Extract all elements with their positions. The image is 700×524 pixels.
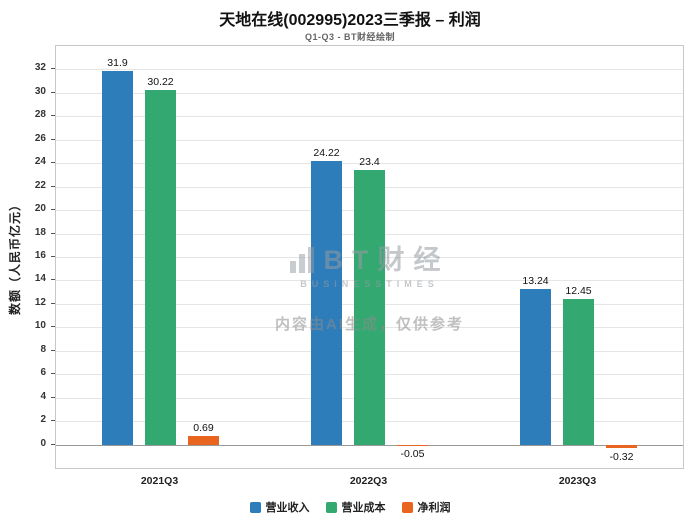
chart-title: 天地在线(002995)2023三季报 – 利润 xyxy=(219,12,481,29)
y-tick-mark xyxy=(51,209,55,211)
bar-value-label: -0.05 xyxy=(400,448,425,461)
y-tick-mark xyxy=(51,302,55,304)
bar xyxy=(188,436,219,445)
bar-value-label: 0.69 xyxy=(193,422,214,435)
bar-value-label: 23.4 xyxy=(359,156,380,169)
y-tick-mark xyxy=(51,396,55,398)
y-tick-label: 22 xyxy=(34,179,46,191)
y-tick-label: 28 xyxy=(34,109,46,121)
legend-swatch-icon xyxy=(249,501,261,513)
bar-value-label: 12.45 xyxy=(565,284,592,297)
bar xyxy=(311,160,342,445)
bar xyxy=(102,70,133,445)
bar-value-label: 24.22 xyxy=(313,146,340,159)
gridline xyxy=(56,139,683,141)
legend-label: 净利润 xyxy=(417,502,451,514)
bar-value-label: 13.24 xyxy=(522,275,549,288)
bt-logo-bars-icon xyxy=(289,247,314,277)
y-tick-label: 20 xyxy=(34,203,46,215)
y-tick-mark xyxy=(51,326,55,328)
bar-value-label: -0.32 xyxy=(609,451,634,464)
y-tick-mark xyxy=(51,443,55,445)
y-tick-mark xyxy=(51,162,55,164)
y-tick-label: 14 xyxy=(34,273,46,285)
chart-subtitle: Q1-Q3 - BT财经绘制 xyxy=(304,32,395,42)
legend-label: 营业成本 xyxy=(341,502,386,514)
legend-item: 营业成本 xyxy=(325,499,386,515)
gridline xyxy=(56,116,683,118)
y-tick-label: 26 xyxy=(34,132,46,144)
y-tick-mark xyxy=(51,373,55,375)
y-tick-label: 0 xyxy=(40,437,46,449)
gridline xyxy=(56,444,683,446)
legend-item: 净利润 xyxy=(401,499,451,515)
bar-value-label: 30.22 xyxy=(147,76,174,89)
y-tick-mark xyxy=(51,232,55,234)
y-tick-mark xyxy=(51,279,55,281)
legend-swatch-icon xyxy=(401,501,413,513)
y-tick-mark xyxy=(51,185,55,187)
y-tick-mark xyxy=(51,256,55,257)
y-tick-mark xyxy=(51,138,55,140)
y-tick-mark xyxy=(51,349,55,351)
y-tick-mark xyxy=(51,115,55,117)
x-tick-label: 2021Q3 xyxy=(140,475,179,487)
bar xyxy=(563,298,594,445)
legend: 营业收入 营业成本 净利润 xyxy=(0,499,700,515)
y-tick-label: 16 xyxy=(34,250,46,261)
y-tick-label: 2 xyxy=(40,414,46,426)
bar-value-label: 31.9 xyxy=(107,56,128,69)
legend-swatch-icon xyxy=(325,501,337,513)
y-tick-label: 8 xyxy=(40,343,46,355)
x-tick-label: 2022Q3 xyxy=(349,475,388,487)
y-tick-label: 30 xyxy=(34,85,46,97)
bar xyxy=(145,90,176,445)
y-tick-mark xyxy=(51,420,55,422)
gridline xyxy=(56,163,683,165)
y-tick-mark xyxy=(51,68,55,70)
legend-item: 营业收入 xyxy=(249,499,310,515)
y-tick-label: 4 xyxy=(40,390,46,402)
y-tick-label: 10 xyxy=(34,320,46,332)
bar xyxy=(606,444,637,449)
bar xyxy=(520,289,551,445)
y-tick-label: 12 xyxy=(34,296,46,308)
y-tick-label: 6 xyxy=(40,367,46,379)
gridline xyxy=(56,69,683,71)
bar xyxy=(354,170,385,445)
y-tick-label: 24 xyxy=(34,156,46,168)
plot-area: BT财经 BUSINESSTIMES 内容由AI生成，仅供参考 31.9 30.2… xyxy=(55,45,684,469)
gridline xyxy=(56,92,683,94)
bar xyxy=(397,444,428,446)
y-tick-label: 32 xyxy=(34,62,46,74)
y-tick-label: 18 xyxy=(34,226,46,238)
y-tick-mark xyxy=(51,91,55,93)
legend-label: 营业收入 xyxy=(265,502,310,514)
x-tick-label: 2023Q3 xyxy=(558,475,597,487)
